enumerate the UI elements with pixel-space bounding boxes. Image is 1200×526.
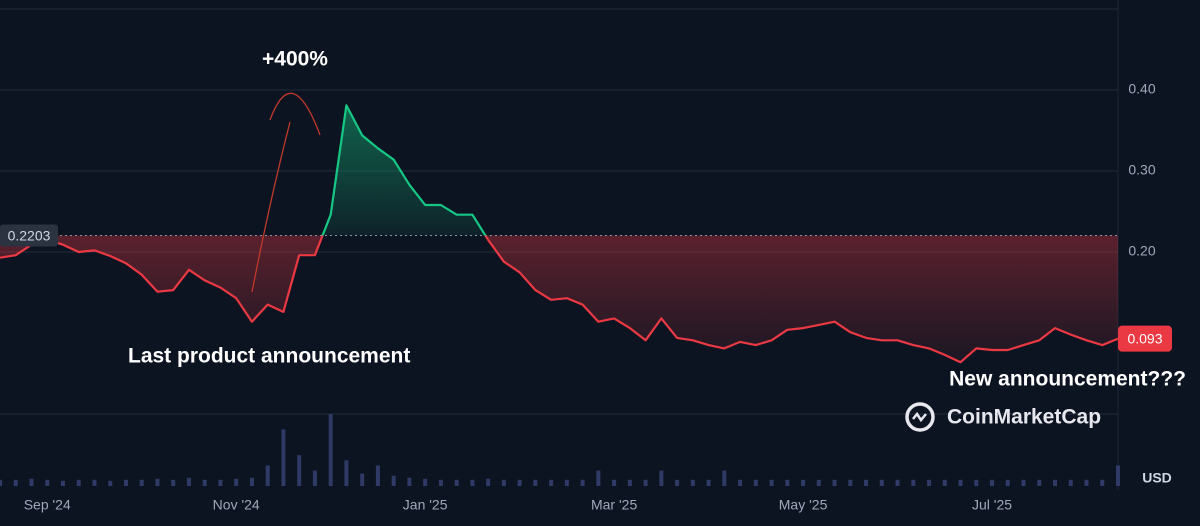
volume-bar — [249, 477, 254, 486]
volume-bar — [281, 429, 286, 486]
volume-bar — [123, 479, 128, 486]
price-label: 0.093 — [1127, 330, 1162, 346]
volume-bar — [1084, 479, 1089, 486]
baseline-badge — [0, 224, 58, 247]
volume-bar — [990, 479, 995, 486]
volume-bar — [801, 479, 806, 486]
volume-bar — [596, 470, 601, 486]
volume-bar — [832, 479, 837, 486]
volume-bar — [1005, 479, 1010, 486]
volume-bar — [974, 479, 979, 486]
y-tick-label: 0.20 — [1128, 243, 1155, 259]
volume-bar — [942, 479, 947, 486]
volume-bar — [549, 479, 554, 486]
volume-bar — [29, 478, 34, 486]
price-badge — [1118, 325, 1172, 352]
baseline-label: 0.2203 — [8, 227, 51, 243]
volume-bar — [375, 465, 380, 486]
volume-bar — [643, 479, 648, 486]
hand-drawn-arc — [269, 92, 321, 136]
volume-bar — [879, 479, 884, 486]
volume-bar — [738, 479, 743, 486]
volume-bar — [76, 479, 81, 486]
annotation: New announcement??? — [949, 368, 1186, 391]
watermark: CoinMarketCap — [947, 406, 1101, 429]
hand-drawn-stroke — [251, 121, 291, 293]
volume-bar — [1037, 479, 1042, 486]
volume-bar — [564, 479, 569, 486]
volume-bar — [470, 479, 475, 486]
volume-bar — [202, 479, 207, 486]
volume-bar — [753, 479, 758, 486]
volume-bar — [92, 479, 97, 486]
volume-bar — [407, 477, 412, 486]
volume-bar — [1116, 465, 1120, 486]
area — [0, 105, 1118, 363]
volume-bar — [391, 475, 396, 486]
volume-bar — [848, 479, 853, 486]
volume-bar — [486, 478, 491, 486]
volume-bar — [864, 479, 869, 486]
x-tick-label: Jan '25 — [403, 497, 448, 513]
volume-bar — [927, 479, 932, 486]
x-tick-label: May '25 — [779, 497, 828, 513]
volume-bar — [895, 479, 900, 486]
volume-bar — [659, 470, 664, 486]
volume-bar — [690, 479, 695, 486]
volume-bar — [423, 478, 428, 486]
x-tick-label: Jul '25 — [972, 497, 1012, 513]
volume-bar — [438, 479, 443, 486]
y-tick-label: 0.40 — [1128, 81, 1155, 97]
volume-bar — [171, 479, 176, 486]
volume-bar — [186, 477, 191, 486]
volume-bar — [1100, 479, 1105, 486]
volume-bar — [265, 465, 270, 486]
volume-bar — [517, 479, 522, 486]
volume-bar — [60, 480, 65, 486]
volume-bar — [1068, 479, 1073, 486]
volume-bar — [627, 479, 632, 486]
volume-bar — [612, 479, 617, 486]
volume-bar — [533, 479, 538, 486]
volume-bar — [1021, 479, 1026, 486]
volume-bar — [0, 479, 2, 486]
volume-bar — [297, 455, 302, 486]
volume-bar — [360, 473, 365, 486]
x-tick-label: Nov '24 — [213, 497, 260, 513]
price-line — [0, 104, 1119, 364]
volume-bar — [675, 479, 680, 486]
annotation: +400% — [262, 48, 328, 71]
volume-bar — [911, 479, 916, 486]
volume-bar — [344, 460, 349, 486]
volume-bar — [1053, 479, 1058, 486]
volume-bar — [234, 478, 239, 486]
volume-bar — [139, 479, 144, 486]
volume-bar — [816, 479, 821, 486]
watermark-logo — [905, 402, 935, 432]
volume-label: USD — [1142, 470, 1172, 486]
volume-bar — [706, 479, 711, 486]
x-tick-label: Sep '24 — [24, 497, 71, 513]
volume-bar — [328, 414, 333, 486]
volume-bar — [218, 479, 223, 486]
volume-bar — [785, 479, 790, 486]
x-tick-label: Mar '25 — [591, 497, 637, 513]
y-tick-label: 0.30 — [1128, 162, 1155, 178]
volume-bar — [580, 479, 585, 486]
volume-bar — [108, 480, 113, 486]
volume-bar — [45, 479, 50, 486]
volume-bar — [958, 479, 963, 486]
volume-bar — [769, 479, 774, 486]
volume-bar — [155, 478, 160, 486]
volume-bar — [722, 470, 727, 486]
annotation: Last product announcement — [128, 345, 410, 368]
volume-bar — [13, 479, 18, 486]
volume-bar — [312, 470, 317, 486]
volume-bar — [501, 479, 506, 486]
volume-bar — [454, 479, 459, 486]
